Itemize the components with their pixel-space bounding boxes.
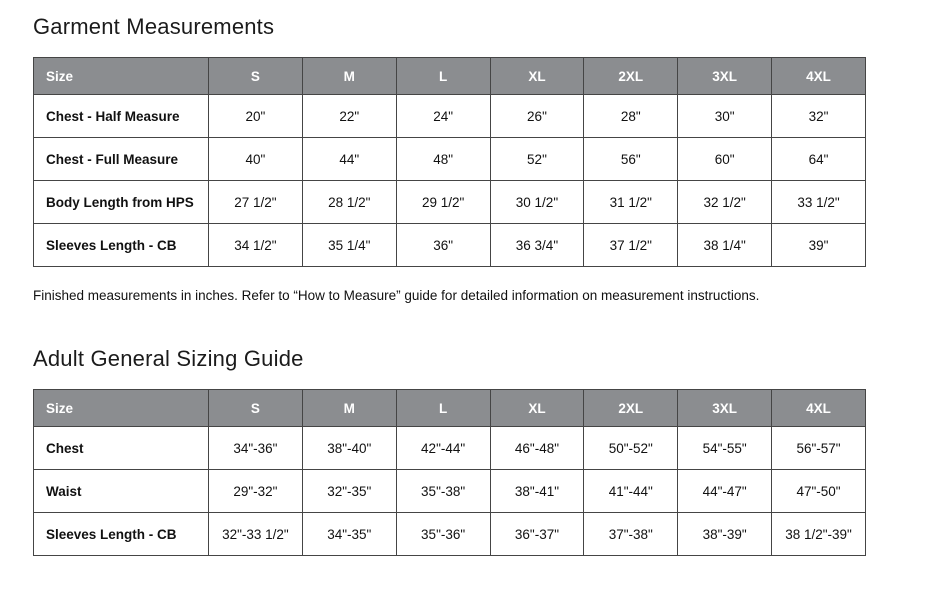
table-header-row: Size S M L XL 2XL 3XL 4XL (33, 389, 866, 427)
measurement-cell: 60" (677, 137, 773, 181)
adult-sizing-guide-table: Size S M L XL 2XL 3XL 4XL Chest 34"-36" 38"-40" 42… (33, 389, 866, 556)
measurement-cell: 37 1/2" (583, 223, 679, 267)
size-header-s: S (208, 57, 303, 95)
measurement-cell: 38 1/2"-39" (771, 512, 866, 556)
measurement-cell: 33 1/2" (771, 180, 866, 224)
measurement-cell: 39" (771, 223, 866, 267)
measurement-note: Finished measurements in inches. Refer t… (33, 288, 760, 303)
measurement-cell: 22" (301, 94, 397, 138)
measurement-cell: 28 1/2" (301, 180, 397, 224)
measurement-cell: 29 1/2" (395, 180, 491, 224)
measurement-cell: 38"-40" (301, 426, 397, 470)
measurement-cell: 52" (489, 137, 585, 181)
garment-measurements-title: Garment Measurements (33, 14, 275, 39)
section-adult-sizing-guide: Adult General Sizing Guide Size S M L XL 2XL 3… (33, 346, 866, 556)
measurement-cell: 32 1/2" (677, 180, 773, 224)
measurement-cell: 46"-48" (489, 426, 585, 470)
size-header-xl: XL (489, 57, 585, 95)
table-row: Body Length from HPS 27 1/2" 28 1/2" 29 1/2… (33, 180, 866, 224)
row-label: Body Length from HPS (33, 180, 209, 224)
measurement-cell: 64" (771, 137, 866, 181)
size-header-3xl: 3XL (677, 389, 773, 427)
measurement-cell: 38"-39" (677, 512, 773, 556)
size-header-4xl: 4XL (771, 389, 866, 427)
size-header-s: S (208, 389, 303, 427)
measurement-cell: 35 1/4" (301, 223, 397, 267)
size-header-m: M (301, 57, 397, 95)
size-header-4xl: 4XL (771, 57, 866, 95)
measurement-cell: 44"-47" (677, 469, 773, 513)
measurement-cell: 32" (771, 94, 866, 138)
measurement-cell: 48" (395, 137, 491, 181)
measurement-cell: 35"-36" (395, 512, 491, 556)
measurement-cell: 37"-38" (583, 512, 679, 556)
measurement-cell: 34"-35" (301, 512, 397, 556)
table-row: Chest - Full Measure 40" 44" 48" 52" 56" 60" 64… (33, 137, 866, 181)
measurement-cell: 34"-36" (208, 426, 303, 470)
measurement-cell: 36"-37" (489, 512, 585, 556)
measurement-cell: 54"-55" (677, 426, 773, 470)
measurement-cell: 36 3/4" (489, 223, 585, 267)
size-header-2xl: 2XL (583, 389, 679, 427)
table-header-row: Size S M L XL 2XL 3XL 4XL (33, 57, 866, 95)
measurement-cell: 36" (395, 223, 491, 267)
size-column-header: Size (33, 389, 209, 427)
table-row: Waist 29"-32" 32"-35" 35"-38" 38"-41" 41"-44"… (33, 469, 866, 513)
measurement-cell: 38 1/4" (677, 223, 773, 267)
measurement-cell: 28" (583, 94, 679, 138)
size-header-l: L (395, 57, 491, 95)
measurement-cell: 47"-50" (771, 469, 866, 513)
row-label: Chest - Half Measure (33, 94, 209, 138)
size-column-header: Size (33, 57, 209, 95)
row-label: Chest (33, 426, 209, 470)
measurement-cell: 41"-44" (583, 469, 679, 513)
measurement-cell: 34 1/2" (208, 223, 303, 267)
row-label: Chest - Full Measure (33, 137, 209, 181)
size-header-2xl: 2XL (583, 57, 679, 95)
table-row: Chest 34"-36" 38"-40" 42"-44" 46"-48" 50"-52"… (33, 426, 866, 470)
table-row: Sleeves Length - CB 34 1/2" 35 1/4" 36" 36 3… (33, 223, 866, 267)
size-header-xl: XL (489, 389, 585, 427)
garment-measurements-table: Size S M L XL 2XL 3XL 4XL Chest - Half Measure 2… (33, 57, 866, 267)
measurement-cell: 32"-35" (301, 469, 397, 513)
size-header-3xl: 3XL (677, 57, 773, 95)
measurement-cell: 44" (301, 137, 397, 181)
measurement-cell: 27 1/2" (208, 180, 303, 224)
measurement-cell: 24" (395, 94, 491, 138)
measurement-cell: 26" (489, 94, 585, 138)
row-label: Sleeves Length - CB (33, 512, 209, 556)
measurement-cell: 29"-32" (208, 469, 303, 513)
measurement-cell: 50"-52" (583, 426, 679, 470)
row-label: Sleeves Length - CB (33, 223, 209, 267)
row-label: Waist (33, 469, 209, 513)
measurement-cell: 56"-57" (771, 426, 866, 470)
table-row: Sleeves Length - CB 32"-33 1/2" 34"-35" 35"… (33, 512, 866, 556)
measurement-cell: 35"-38" (395, 469, 491, 513)
size-header-m: M (301, 389, 397, 427)
measurement-cell: 30" (677, 94, 773, 138)
measurement-cell: 20" (208, 94, 303, 138)
measurement-cell: 31 1/2" (583, 180, 679, 224)
section-garment-measurements: Garment Measurements Size S M L XL 2XL 3XL 4XL … (33, 14, 866, 305)
measurement-cell: 32"-33 1/2" (208, 512, 303, 556)
size-header-l: L (395, 389, 491, 427)
adult-sizing-guide-title: Adult General Sizing Guide (33, 346, 304, 371)
measurement-cell: 42"-44" (395, 426, 491, 470)
measurement-cell: 56" (583, 137, 679, 181)
measurement-cell: 40" (208, 137, 303, 181)
measurement-cell: 30 1/2" (489, 180, 585, 224)
table-row: Chest - Half Measure 20" 22" 24" 26" 28" 30" 32… (33, 94, 866, 138)
measurement-cell: 38"-41" (489, 469, 585, 513)
